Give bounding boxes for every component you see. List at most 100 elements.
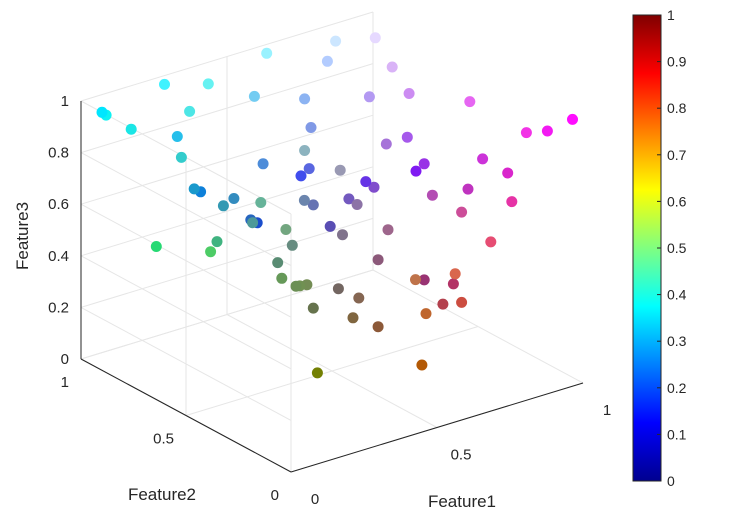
colorbar-tick-label: 0.6	[667, 193, 687, 209]
scatter-point	[332, 283, 344, 295]
scatter-point	[261, 47, 273, 59]
scatter-point	[228, 193, 240, 204]
colorbar: 0 0.1 0.2 0.3 0.4 0.5 0.6 0.7 0.8 0.9 1	[632, 7, 687, 489]
scatter-point	[217, 200, 229, 212]
scatter-point	[324, 220, 336, 232]
scatter-point	[205, 246, 217, 258]
colorbar-tick-label: 0.3	[667, 333, 687, 349]
scatter-point	[353, 292, 365, 304]
scatter-point	[506, 196, 518, 208]
scatter-point	[347, 312, 359, 324]
scatter-point	[175, 151, 187, 163]
x-tick-label: 0	[311, 491, 319, 508]
colorbar-tick-label: 0	[667, 473, 675, 489]
scatter-point	[299, 93, 311, 105]
scatter-point	[307, 199, 319, 211]
scatter-point	[418, 158, 430, 170]
scatter-point	[343, 193, 355, 205]
scatter-point	[369, 32, 381, 44]
axis-ticks: 0 0.5 1 0 0.5 1 0 0.2 0.4 0.6 0.8 1	[48, 93, 611, 508]
axes-grid	[80, 11, 584, 473]
colorbar-tick-label: 0.5	[667, 240, 687, 256]
scatter-point	[280, 224, 292, 235]
x-axis-label: Feature1	[428, 492, 496, 511]
colorbar-ticks: 0 0.1 0.2 0.3 0.4 0.5 0.6 0.7 0.8 0.9 1	[657, 7, 687, 489]
z-tick-label: 1	[61, 93, 69, 110]
wall-gridline	[80, 166, 374, 257]
y-axis-line	[80, 358, 292, 473]
scatter-point	[368, 181, 380, 193]
scatter-point	[426, 189, 438, 201]
colorbar-tick-label: 0.7	[667, 147, 687, 163]
scatter-point	[520, 127, 532, 139]
axis-labels: Feature1 Feature2 Feature3	[13, 202, 496, 511]
scatter-point	[360, 176, 372, 188]
scatter-point	[257, 158, 269, 170]
colorbar-gradient	[632, 14, 662, 482]
colorbar-tick-label: 0.4	[667, 287, 687, 303]
x-axis-line	[290, 382, 584, 473]
scatter-point	[159, 78, 170, 90]
colorbar-tick-label: 0.1	[667, 426, 687, 442]
scatter-point	[418, 274, 430, 286]
scatter-point	[311, 367, 323, 379]
wall-gridline	[80, 11, 374, 102]
scatter-point	[456, 206, 468, 218]
scatter-point	[541, 125, 553, 137]
scatter-point	[330, 35, 342, 47]
scatter-point	[211, 236, 223, 248]
scatter-point	[248, 90, 260, 102]
scatter-point	[255, 197, 267, 208]
scatter-point	[351, 199, 363, 210]
scatter-point	[305, 122, 317, 133]
scatter-point	[447, 278, 459, 290]
scatter-point	[188, 183, 200, 195]
scatter-point	[372, 321, 384, 333]
z-axis-label: Feature3	[13, 202, 32, 270]
y-tick-label: 0	[271, 487, 279, 504]
wall-gridline	[80, 255, 292, 370]
scatter-point	[337, 229, 348, 241]
scatter-point	[184, 105, 196, 117]
y-tick-label: 1	[61, 374, 69, 391]
scatter-point	[150, 241, 162, 252]
colorbar-tick-label: 0.8	[667, 100, 687, 116]
scatter-point	[462, 183, 474, 195]
scatter-point	[299, 145, 311, 156]
scatter-point	[420, 308, 432, 320]
scatter-point	[410, 165, 422, 177]
z-tick-label: 0.6	[48, 196, 69, 213]
scatter-point	[321, 55, 333, 67]
z-tick-label: 0.8	[48, 145, 69, 162]
scatter-points	[96, 32, 578, 379]
scatter-point	[334, 164, 346, 176]
scatter-point	[202, 78, 214, 90]
wall-gridline	[80, 269, 374, 360]
scatter-point	[298, 194, 310, 206]
scatter-point	[372, 254, 384, 266]
x-tick-label: 1	[603, 402, 611, 419]
y-tick-label: 0.5	[153, 431, 174, 448]
wall-gridline	[80, 114, 374, 205]
scatter-point	[485, 236, 497, 248]
scatter-point	[363, 91, 375, 103]
scatter-point	[567, 113, 578, 125]
scatter-point	[286, 239, 298, 251]
z-tick-label: 0	[61, 351, 69, 368]
scatter-point	[456, 296, 468, 308]
scatter-point	[380, 138, 392, 150]
scatter-point	[464, 96, 476, 108]
scatter-point	[401, 131, 413, 143]
colorbar-tick-label: 0.2	[667, 380, 687, 396]
wall-gridline	[80, 306, 292, 421]
wall-gridline	[80, 152, 292, 267]
scatter-point	[307, 302, 319, 314]
floor-gridline	[185, 326, 479, 416]
scatter-point	[449, 268, 461, 280]
z-tick-label: 0.4	[48, 248, 69, 265]
scatter-point	[247, 217, 259, 229]
scatter-point	[272, 257, 284, 269]
scatter-point	[290, 280, 302, 292]
scatter-point	[382, 224, 394, 236]
scatter-point	[403, 88, 415, 99]
